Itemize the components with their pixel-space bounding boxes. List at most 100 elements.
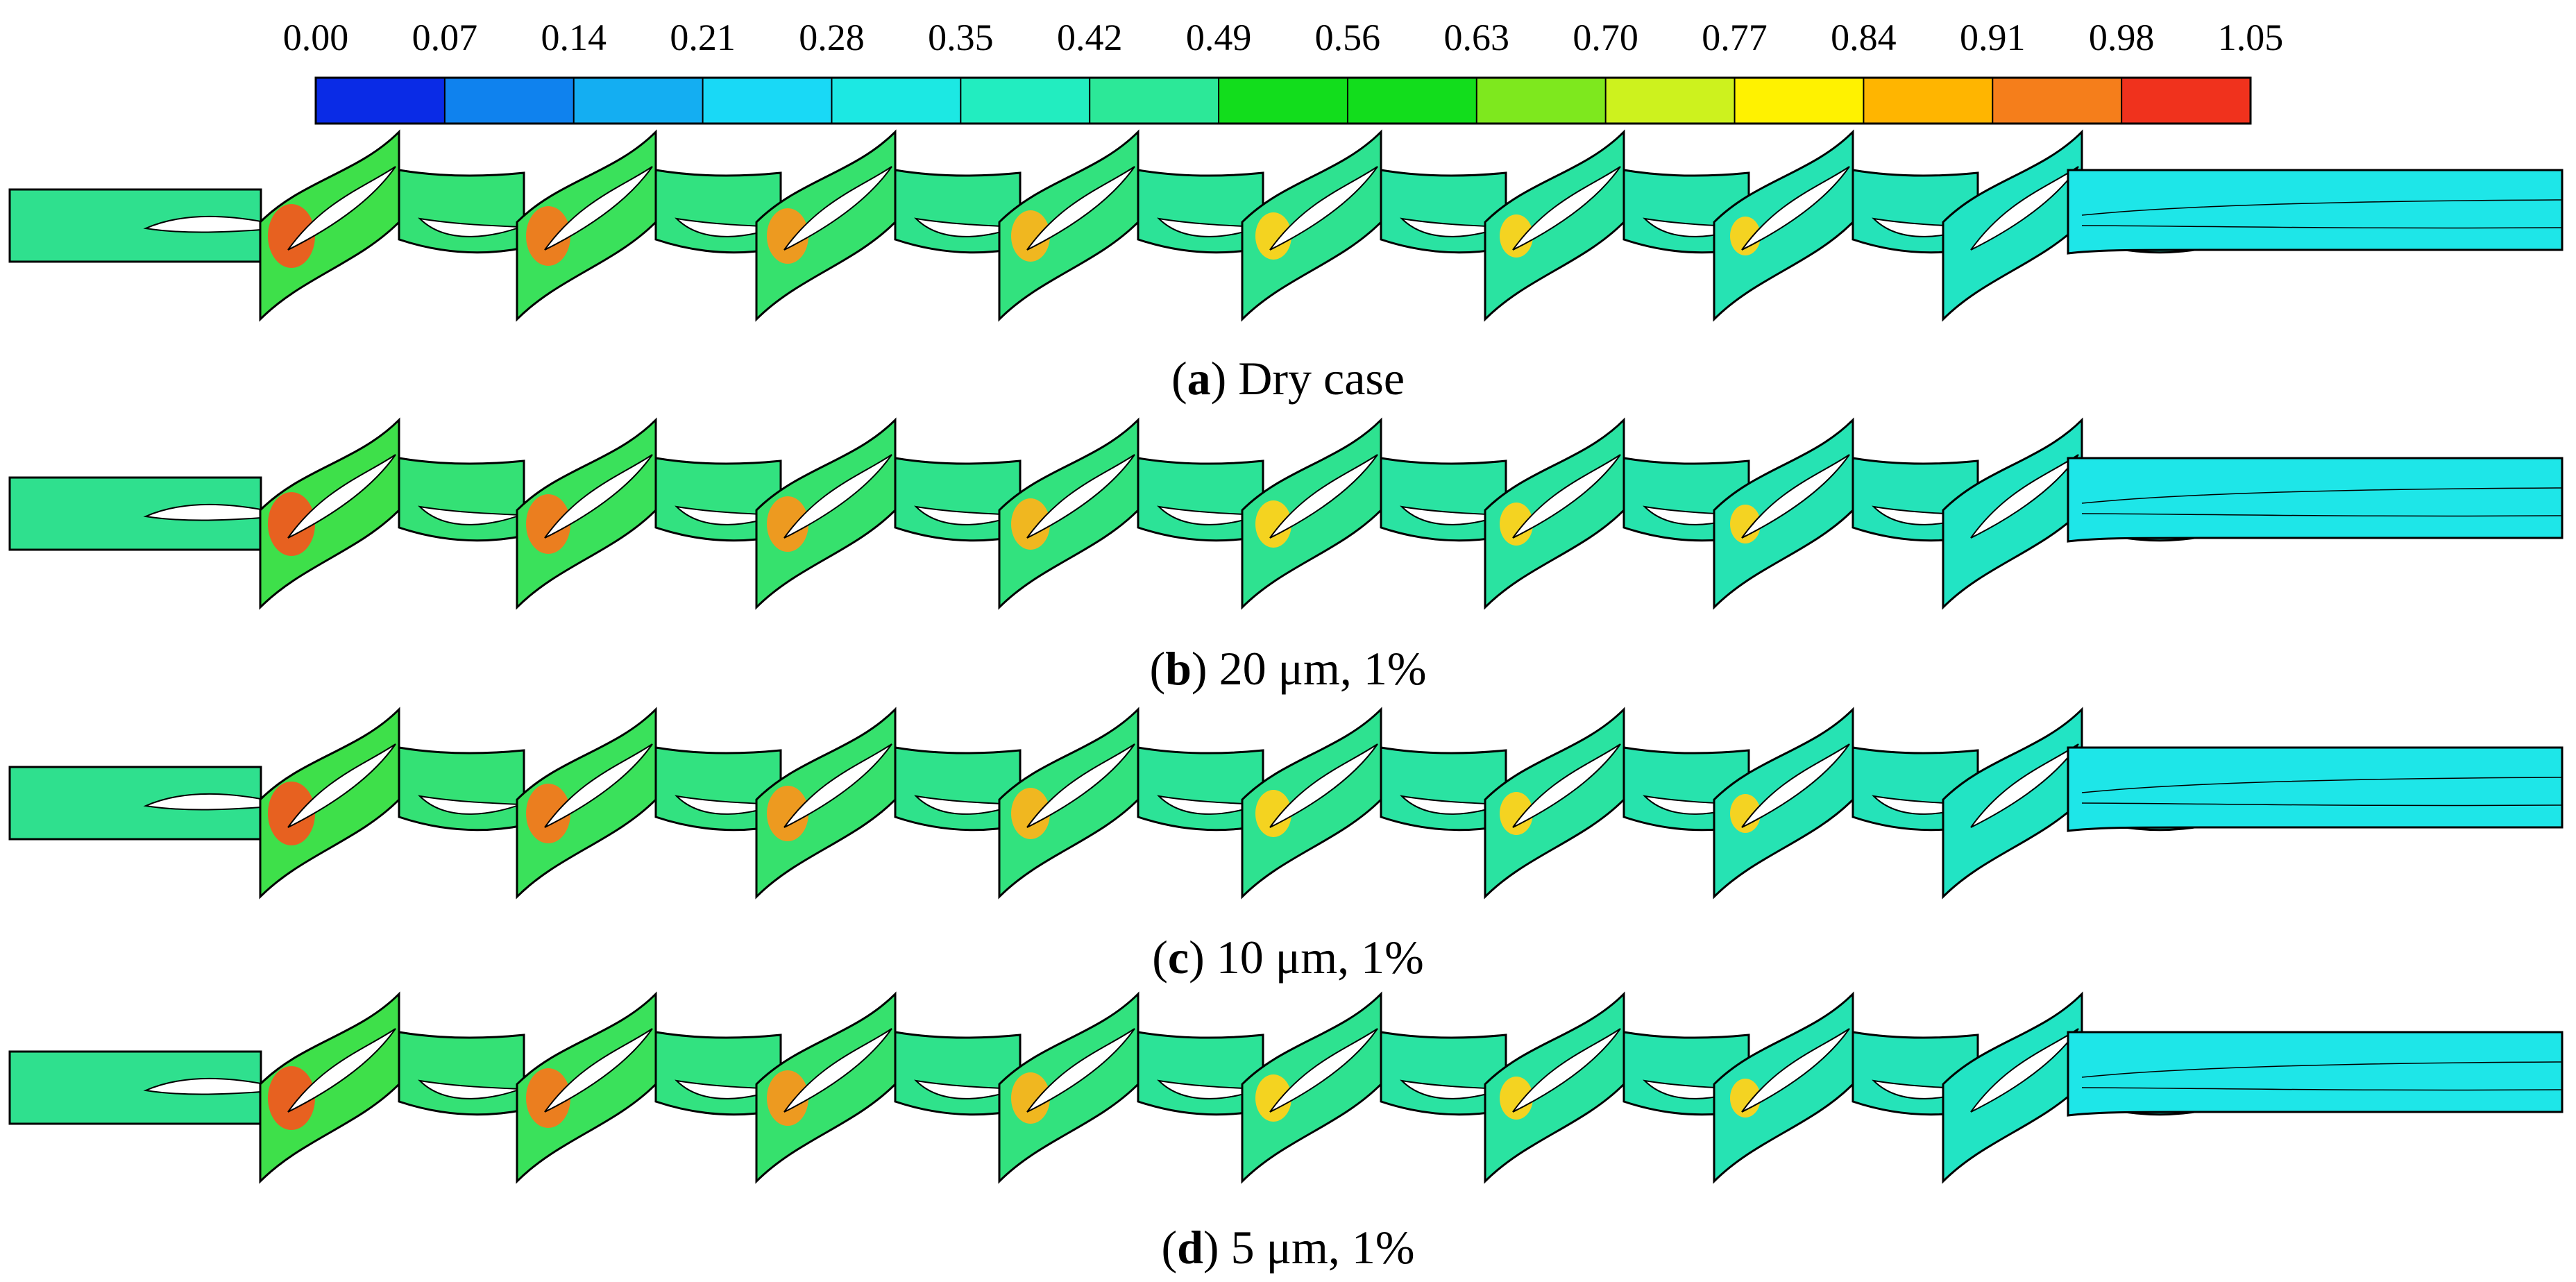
stator-hot-spot: [1011, 210, 1050, 262]
colorbar-segment: [1476, 78, 1607, 124]
stage: [998, 417, 1264, 610]
stator-blade: [1512, 743, 1621, 828]
stator-blade: [1026, 1028, 1135, 1113]
stage: [998, 707, 1264, 900]
stator-hot-spot: [1730, 505, 1761, 543]
colorbar-tick-label: 0.49: [1186, 17, 1252, 58]
stator-hot-spot: [767, 496, 808, 552]
stage: [1713, 991, 1979, 1184]
stator-blade: [1970, 454, 2079, 539]
stator-blade: [1970, 743, 2079, 828]
colorbar-segment: [960, 78, 1090, 124]
stage: [516, 991, 782, 1184]
stage: [1484, 707, 1750, 900]
colorbar-segments: [316, 78, 2251, 124]
colorbar-tick-label: 0.91: [1960, 17, 2026, 58]
outlet-contour: [2081, 225, 2563, 229]
stator-hot-spot: [1255, 212, 1291, 260]
colorbar-segment: [1734, 78, 1864, 124]
stator-hot-spot: [1011, 498, 1050, 550]
colorbar-segment: [1090, 78, 1219, 124]
colorbar-segment: [1863, 78, 1993, 124]
stage: [259, 417, 525, 610]
caption-open-paren: (: [1149, 642, 1165, 695]
stator-blade: [1741, 743, 1850, 828]
colorbar-segment: [1219, 78, 1348, 124]
stator-blade: [1512, 1028, 1621, 1113]
outlet-contour: [2081, 199, 2563, 216]
stator-hot-spot: [1730, 217, 1761, 255]
panel-caption: (b) 20 μm, 1%: [1149, 642, 1426, 695]
stage: [1241, 707, 1507, 900]
stator-blade: [783, 454, 892, 539]
colorbar-tick-label: 0.28: [799, 17, 865, 58]
stator-blade: [287, 166, 396, 251]
stator-hot-spot: [1500, 503, 1533, 546]
stage: [1713, 707, 1979, 900]
colorbar-tick-label: 0.14: [541, 17, 607, 58]
stator-hot-spot: [767, 208, 808, 264]
stator-blade: [1269, 1028, 1378, 1113]
outlet-contour: [2081, 1061, 2563, 1078]
colorbar-tick-label: 0.00: [283, 17, 349, 58]
stator-blade: [1026, 454, 1135, 539]
outlet-duct: [2067, 169, 2564, 255]
stator-blade: [1970, 1028, 2079, 1113]
stator-blade: [544, 166, 653, 251]
colorbar-tick-label: 0.42: [1057, 17, 1123, 58]
stator-blade: [1741, 166, 1850, 251]
panel-d: (d) 5 μm, 1%: [8, 991, 2564, 1274]
caption-text: ) Dry case: [1211, 352, 1405, 405]
caption-open-paren: (: [1171, 352, 1187, 405]
outlet-contour: [2081, 513, 2563, 517]
colorbar-tick-label: 0.70: [1573, 17, 1638, 58]
stator-blade: [1269, 743, 1378, 828]
stator-blade: [1741, 454, 1850, 539]
panel-caption: (a) Dry case: [1171, 352, 1405, 405]
stator-blade: [783, 743, 892, 828]
stage: [259, 129, 525, 322]
caption-letter: c: [1168, 931, 1189, 984]
colorbar-tick-labels: 0.00 0.07 0.14 0.21 0.28 0.35 0.42 0.49 0.56 0.63…: [283, 17, 2283, 124]
outlet-contour: [2081, 487, 2563, 504]
outlet-duct: [2067, 1031, 2564, 1117]
colorbar: 0.00 0.07 0.14 0.21 0.28 0.35 0.42 0.49 0.56 0.63…: [283, 17, 2283, 125]
stator-hot-spot: [1500, 792, 1533, 835]
colorbar-segment: [1992, 78, 2122, 124]
stator-blade: [783, 166, 892, 251]
outlet-duct: [2067, 746, 2564, 832]
stator-hot-spot: [526, 206, 570, 266]
stator-hot-spot: [268, 1066, 315, 1130]
colorbar-tick-label: 0.21: [670, 17, 736, 58]
stage: [998, 991, 1264, 1184]
stator-hot-spot: [1255, 790, 1291, 837]
panel-caption: (c) 10 μm, 1%: [1152, 931, 1423, 984]
stage: [516, 707, 782, 900]
rotor-passage: [398, 746, 525, 832]
colorbar-segment: [316, 78, 446, 124]
stage: [1484, 417, 1750, 610]
stator-hot-spot: [1011, 1072, 1050, 1124]
outlet-contour: [2081, 1087, 2563, 1091]
stator-blade: [1026, 166, 1135, 251]
stage: [1241, 991, 1507, 1184]
stator-blade: [544, 1028, 653, 1113]
outlet-contour: [2081, 777, 2563, 793]
stage: [1241, 129, 1507, 322]
stator-blade: [287, 454, 396, 539]
stator-hot-spot: [1011, 788, 1050, 839]
colorbar-tick-label: 0.77: [1702, 17, 1768, 58]
stator-hot-spot: [1255, 500, 1291, 548]
stage: [1713, 417, 1979, 610]
colorbar-tick-label: 0.07: [412, 17, 478, 58]
stator-hot-spot: [526, 1068, 570, 1128]
panel-caption: (d) 5 μm, 1%: [1161, 1221, 1414, 1274]
colorbar-segment: [2121, 78, 2251, 124]
stator-hot-spot: [767, 1070, 808, 1126]
stator-blade: [287, 743, 396, 828]
stage: [516, 129, 782, 322]
colorbar-segment: [702, 78, 832, 124]
stator-hot-spot: [1500, 214, 1533, 258]
panels: (a) Dry case (b) 20 μm, 1% (c) 10 μm, 1% (d…: [8, 129, 2564, 1274]
